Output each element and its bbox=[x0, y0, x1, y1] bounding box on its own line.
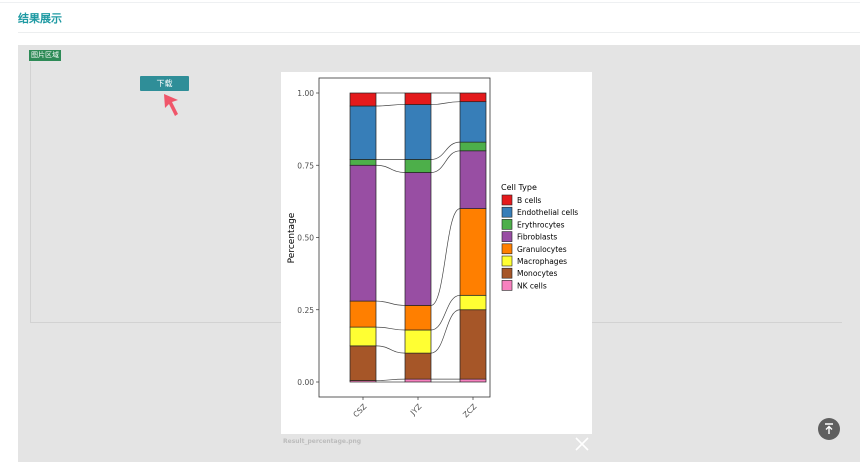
y-tick-label: 1.00 bbox=[297, 89, 314, 98]
legend-title: Cell Type bbox=[501, 183, 537, 192]
bar-segment bbox=[404, 329, 432, 354]
flow-line bbox=[430, 294, 461, 331]
flow-line bbox=[430, 309, 461, 354]
bar-segment bbox=[349, 326, 377, 347]
flow-line bbox=[430, 141, 461, 160]
legend-swatch bbox=[501, 280, 513, 291]
bar-segment bbox=[404, 352, 432, 380]
legend-label: B cells bbox=[517, 196, 541, 205]
y-tick-label: 0.75 bbox=[297, 161, 314, 170]
legend-swatch bbox=[501, 231, 513, 242]
legend-swatch bbox=[501, 255, 513, 267]
x-tick-label: ZCZ bbox=[461, 402, 478, 419]
legend-swatch bbox=[501, 194, 513, 206]
legend-swatch bbox=[501, 206, 513, 218]
bar-segment bbox=[459, 150, 487, 209]
legend-label: Macrophages bbox=[517, 257, 567, 266]
y-tick-label: 0.25 bbox=[297, 306, 314, 315]
legend-label: Erythrocytes bbox=[517, 220, 565, 229]
arrow-up-to-line-icon bbox=[825, 423, 833, 434]
bar-segment bbox=[459, 378, 487, 383]
legend-label: Monocytes bbox=[517, 269, 558, 278]
page-title: 结果展示 bbox=[18, 12, 62, 25]
legend-swatch bbox=[501, 243, 513, 255]
bar-segment bbox=[459, 309, 487, 380]
bar-segment bbox=[459, 294, 487, 311]
bar-segment bbox=[404, 104, 432, 160]
top-divider bbox=[0, 2, 860, 3]
legend-label: Granulocytes bbox=[517, 245, 567, 254]
flow-line bbox=[375, 300, 406, 306]
flow-line bbox=[430, 101, 461, 105]
close-icon[interactable] bbox=[574, 436, 590, 452]
legend-label: Endothelial cells bbox=[517, 208, 578, 217]
bar-segment bbox=[459, 208, 487, 296]
download-button[interactable]: 下载 bbox=[140, 76, 189, 91]
flow-line bbox=[375, 378, 406, 381]
y-tick-label: 0.50 bbox=[297, 234, 314, 243]
legend-label: NK cells bbox=[517, 281, 547, 290]
bar-segment bbox=[349, 164, 377, 302]
bar-segment bbox=[459, 101, 487, 143]
x-tick-label: CSZ bbox=[351, 402, 368, 419]
image-region-tag: 图片区域 bbox=[29, 50, 61, 61]
file-caption: Result_percentage.png bbox=[283, 438, 362, 445]
bar-segment bbox=[459, 92, 487, 103]
flow-line bbox=[430, 208, 461, 306]
y-axis-label: Percentage bbox=[287, 212, 297, 263]
bar-segment bbox=[404, 159, 432, 173]
panel-inner-border bbox=[30, 62, 31, 322]
legend-label: Fibroblasts bbox=[517, 233, 557, 242]
arrow-pointer-icon bbox=[164, 94, 178, 116]
bar-segment bbox=[349, 92, 377, 107]
image-preview: 0.00 0.25 0.50 0.75 1.00 CSZ JYZ ZCZ Percentage… bbox=[281, 72, 592, 434]
bar-segment bbox=[459, 141, 487, 152]
flow-line bbox=[430, 150, 461, 173]
bar-segment bbox=[349, 345, 377, 381]
legend-swatch bbox=[501, 219, 513, 230]
back-to-top-button[interactable] bbox=[818, 418, 840, 440]
flow-line bbox=[375, 104, 406, 107]
bar-segment bbox=[349, 105, 377, 160]
bar-segment bbox=[404, 378, 432, 383]
bar-segment bbox=[349, 300, 377, 328]
stacked-bar-chart: 0.00 0.25 0.50 0.75 1.00 CSZ JYZ ZCZ Percentage… bbox=[287, 77, 578, 419]
bar-segment bbox=[404, 305, 432, 331]
legend-swatch bbox=[501, 267, 513, 279]
bar-segment bbox=[404, 172, 432, 306]
flow-line bbox=[375, 345, 406, 354]
bar-segment bbox=[404, 92, 432, 105]
y-tick-label: 0.00 bbox=[297, 378, 314, 387]
bar-segment bbox=[349, 159, 377, 166]
title-divider bbox=[18, 32, 860, 33]
flow-line bbox=[375, 326, 406, 331]
flow-line bbox=[375, 164, 406, 173]
x-tick-label: JYZ bbox=[408, 402, 424, 418]
